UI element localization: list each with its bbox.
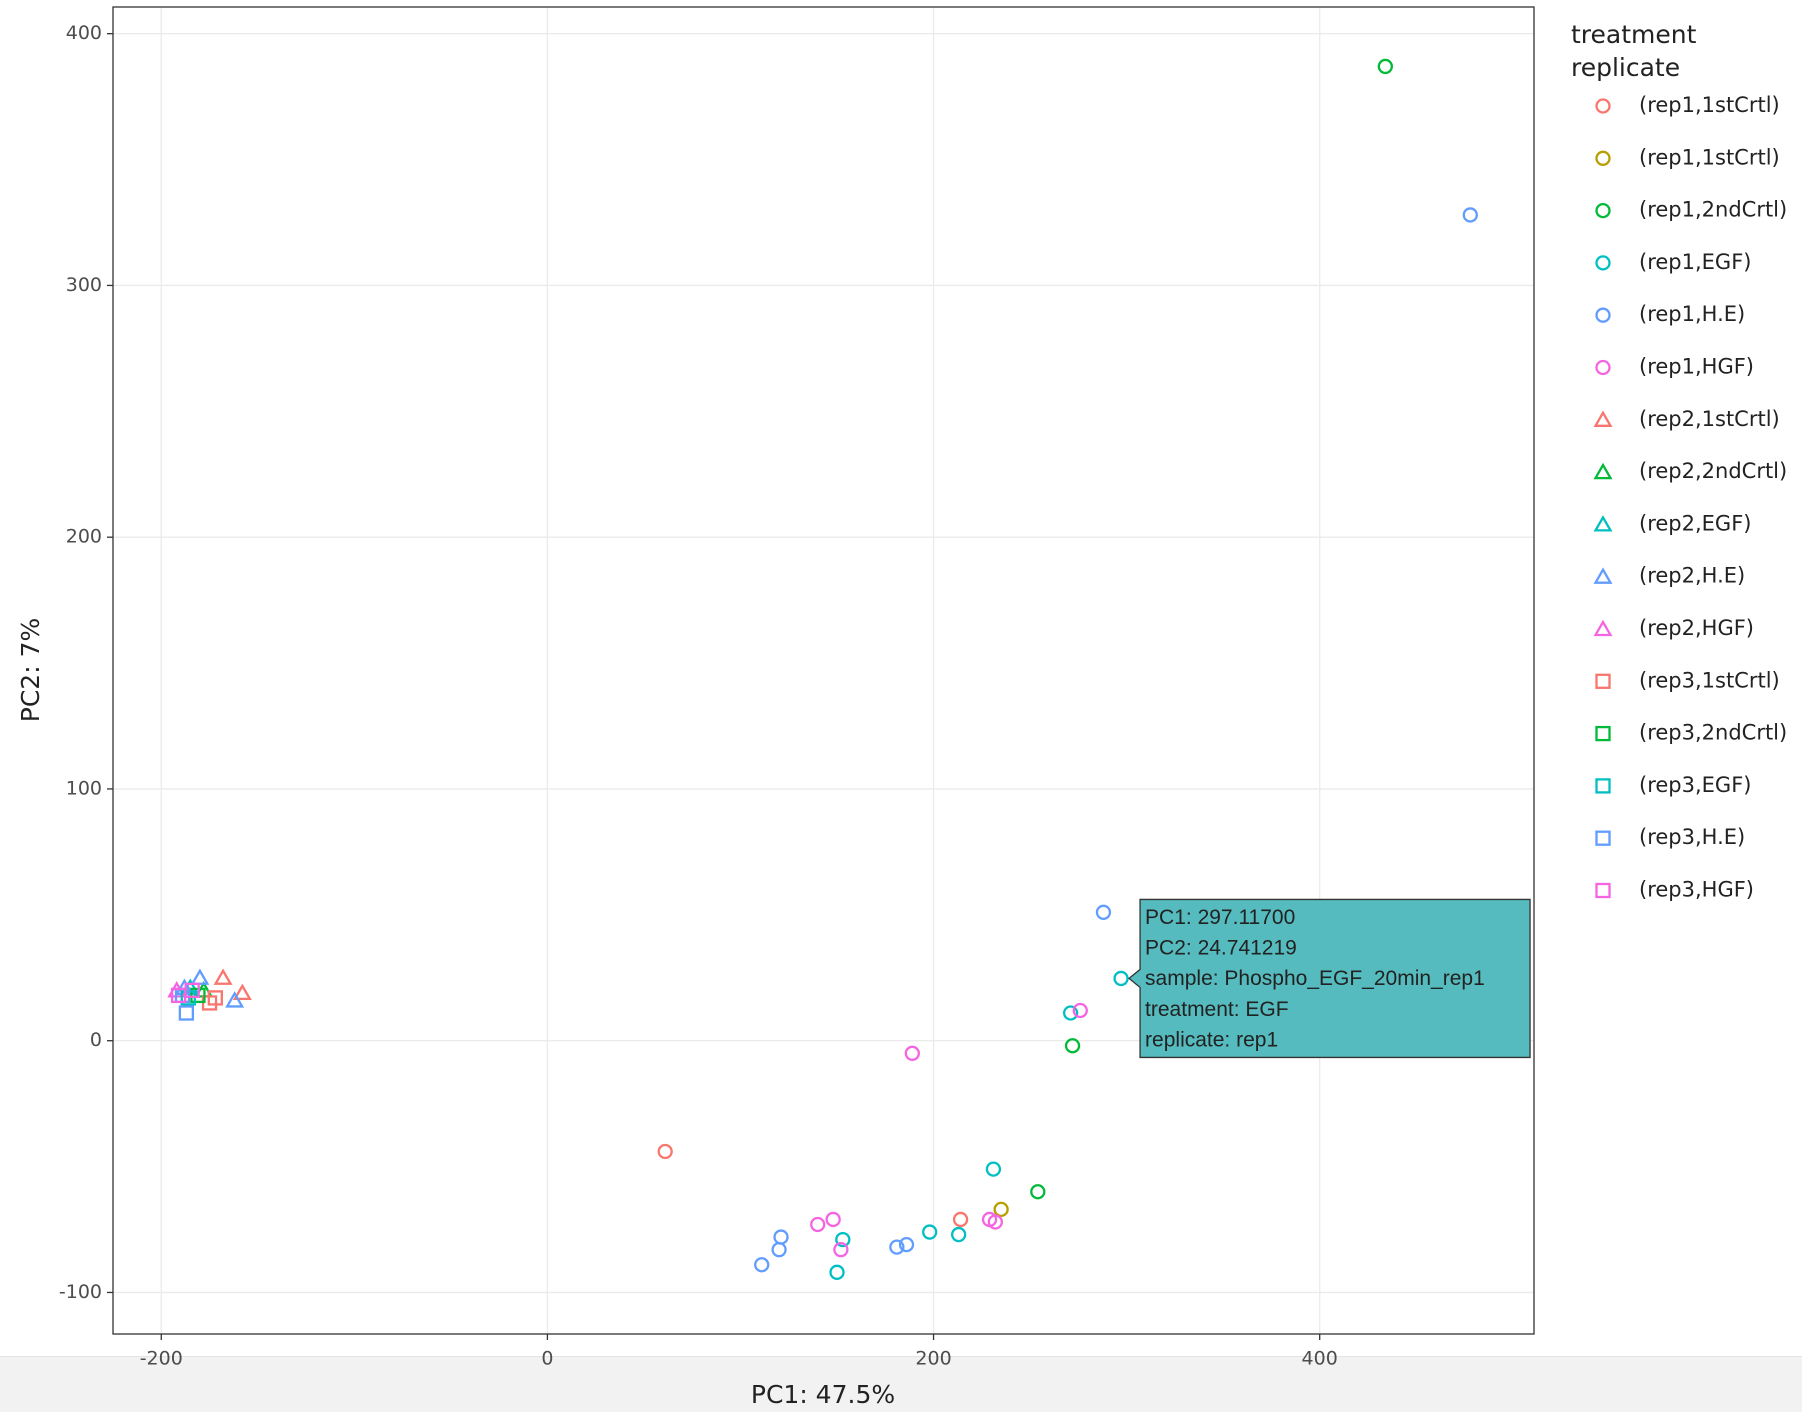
data-point bbox=[225, 991, 245, 1008]
y-tick-label: 0 bbox=[90, 1029, 102, 1051]
tooltip-line: PC2: 24.741219 bbox=[1145, 937, 1297, 960]
data-point bbox=[754, 1257, 770, 1273]
data-point bbox=[190, 968, 210, 985]
x-tick-label: 0 bbox=[541, 1348, 553, 1370]
legend-label: (rep1,H.E) bbox=[1639, 302, 1745, 326]
data-point bbox=[178, 1005, 195, 1021]
data-point bbox=[1377, 58, 1393, 75]
data-point bbox=[232, 983, 252, 1001]
legend-label: (rep1,2ndCrtl) bbox=[1639, 198, 1787, 222]
y-tick-label: 400 bbox=[66, 22, 102, 44]
data-point bbox=[771, 1242, 787, 1258]
data-point bbox=[898, 1236, 915, 1253]
data-point bbox=[889, 1239, 905, 1255]
legend-label: (rep2,HGF) bbox=[1639, 616, 1754, 640]
tooltip-line: treatment: EGF bbox=[1145, 998, 1289, 1021]
legend-marker bbox=[1595, 725, 1611, 742]
tooltip-box bbox=[1128, 898, 1531, 1059]
data-point bbox=[184, 982, 200, 999]
plot-border bbox=[112, 6, 1535, 1335]
legend-marker bbox=[1595, 202, 1611, 219]
y-tick-label: 100 bbox=[66, 777, 102, 799]
data-point bbox=[1095, 904, 1112, 920]
data-point bbox=[922, 1224, 938, 1240]
data-point bbox=[773, 1229, 789, 1245]
legend-label: (rep1,HGF) bbox=[1639, 355, 1754, 379]
legend-marker bbox=[1595, 307, 1611, 323]
data-point bbox=[1062, 1005, 1079, 1021]
data-point bbox=[835, 1231, 851, 1248]
legend-marker bbox=[1595, 150, 1611, 166]
data-point bbox=[1462, 207, 1478, 223]
legend-marker bbox=[1595, 673, 1611, 689]
data-point bbox=[213, 968, 233, 985]
legend-title: replicate bbox=[1571, 53, 1680, 82]
legend-label: (rep2,H.E) bbox=[1639, 564, 1745, 588]
data-point bbox=[833, 1242, 849, 1258]
data-point bbox=[904, 1045, 920, 1061]
bottom-bar bbox=[0, 1356, 1802, 1412]
tooltip-line: PC1: 297.11700 bbox=[1145, 906, 1295, 929]
data-point bbox=[985, 1161, 1002, 1177]
data-point bbox=[810, 1216, 826, 1233]
legend-label: (rep1,1stCrtl) bbox=[1639, 145, 1780, 169]
legend-marker bbox=[1595, 882, 1611, 899]
legend-marker bbox=[1593, 567, 1613, 584]
legend-label: (rep2,2ndCrtl) bbox=[1639, 459, 1787, 483]
data-point bbox=[1030, 1184, 1046, 1200]
data-point bbox=[1064, 1038, 1081, 1054]
x-tick-label: -200 bbox=[140, 1348, 183, 1370]
x-tick-label: 400 bbox=[1302, 1348, 1338, 1370]
data-point bbox=[987, 1214, 1003, 1230]
y-tick-label: 200 bbox=[66, 526, 102, 548]
legend-label: (rep3,2ndCrtl) bbox=[1639, 721, 1787, 745]
legend-label: (rep2,EGF) bbox=[1639, 511, 1751, 535]
legend-label: (rep3,1stCrtl) bbox=[1639, 668, 1780, 692]
data-point bbox=[1072, 1002, 1088, 1019]
legend-marker bbox=[1593, 515, 1613, 532]
data-point bbox=[952, 1211, 969, 1228]
data-point bbox=[825, 1211, 841, 1228]
legend-label: (rep2,1stCrtl) bbox=[1639, 407, 1780, 431]
legend-title: treatment bbox=[1571, 20, 1697, 49]
tooltip-line: replicate: rep1 bbox=[1145, 1028, 1278, 1051]
bottom-bar-edge bbox=[0, 1356, 1802, 1357]
legend-label: (rep3,EGF) bbox=[1639, 773, 1751, 797]
data-point bbox=[993, 1201, 1009, 1218]
legend-label: (rep1,EGF) bbox=[1639, 250, 1751, 274]
legend-marker bbox=[1595, 778, 1611, 794]
legend-marker bbox=[1595, 98, 1611, 114]
legend-marker bbox=[1595, 830, 1611, 846]
data-point bbox=[657, 1143, 673, 1160]
data-point bbox=[950, 1226, 967, 1243]
x-tick-label: 200 bbox=[915, 1348, 951, 1370]
legend-marker bbox=[1595, 359, 1611, 376]
y-tick-label: 300 bbox=[66, 274, 102, 296]
legend-label: (rep3,H.E) bbox=[1639, 825, 1745, 849]
legend-label: (rep1,1stCrtl) bbox=[1639, 93, 1780, 117]
legend-marker bbox=[1595, 255, 1611, 271]
legend-marker bbox=[1593, 410, 1613, 427]
y-axis-title: PC2: 7% bbox=[16, 618, 45, 722]
data-point bbox=[829, 1264, 845, 1280]
legend-label: (rep3,HGF) bbox=[1639, 878, 1754, 902]
legend-marker bbox=[1593, 619, 1613, 637]
tooltip-line: sample: Phospho_EGF_20min_rep1 bbox=[1145, 967, 1485, 990]
legend-marker bbox=[1593, 462, 1613, 480]
y-tick-label: -100 bbox=[59, 1281, 102, 1303]
x-axis-title: PC1: 47.5% bbox=[751, 1380, 895, 1409]
data-point bbox=[1113, 970, 1129, 987]
